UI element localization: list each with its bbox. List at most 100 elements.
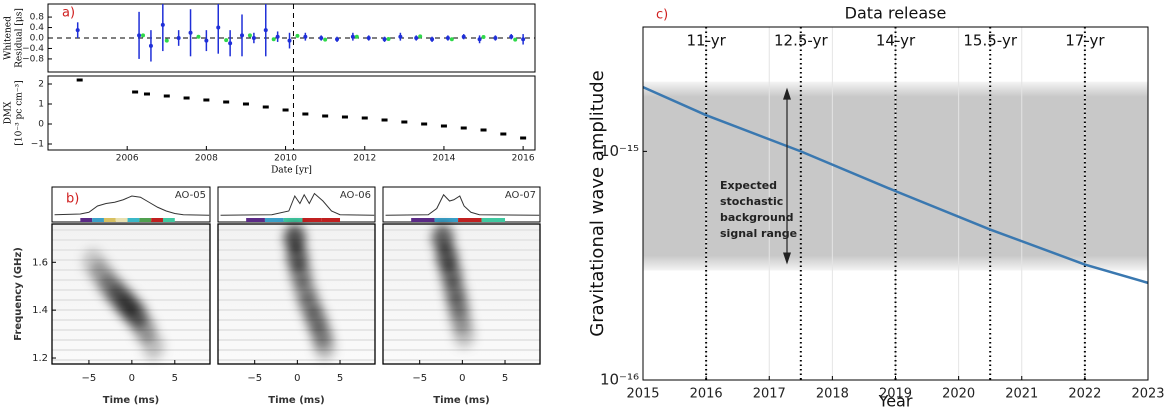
x-tick-label: 2015 <box>626 387 659 402</box>
ridge <box>82 248 165 361</box>
panel-title: AO-06 <box>340 190 371 201</box>
plot-frame <box>217 223 376 365</box>
data-point <box>398 34 403 39</box>
data-point <box>164 38 169 43</box>
data-point <box>216 25 221 30</box>
data-point <box>381 118 388 122</box>
data-point <box>418 34 423 39</box>
y-tick-label: 1.4 <box>32 305 48 316</box>
data-point <box>247 33 252 38</box>
ridge <box>283 224 336 361</box>
data-point <box>163 94 170 98</box>
x-tick-label: 2017 <box>753 387 786 402</box>
profile-line <box>385 193 540 216</box>
data-point <box>322 114 329 118</box>
data-point <box>287 38 292 43</box>
x-tick-label: 2012 <box>353 154 376 164</box>
data-point <box>319 36 324 40</box>
color-band <box>80 218 93 222</box>
release-label: 11-yr <box>686 32 726 50</box>
data-point <box>440 124 447 128</box>
release-label: 15.5-yr <box>963 32 1017 50</box>
annotation: Expected <box>720 179 777 192</box>
data-point <box>480 128 487 132</box>
ridge-blob <box>313 332 336 361</box>
panel-title: AO-05 <box>175 190 206 201</box>
plot-frame <box>382 223 541 365</box>
data-point <box>251 36 256 40</box>
data-point <box>295 33 300 38</box>
x-tick-label: 5 <box>502 373 508 384</box>
data-point <box>445 36 450 40</box>
color-band <box>162 218 175 222</box>
data-point <box>520 136 527 140</box>
plot-frame <box>51 223 211 365</box>
data-point <box>386 37 391 42</box>
amplitude-line <box>642 85 1149 285</box>
data-point <box>449 37 454 42</box>
data-point <box>160 22 165 27</box>
annotation: signal range <box>720 227 797 240</box>
data-point <box>176 36 181 40</box>
data-point <box>282 108 289 112</box>
data-point <box>509 34 514 39</box>
y-axis-label: [10⁻³ pc cm⁻³] <box>15 80 25 145</box>
arrow-head <box>783 252 791 265</box>
plot-frame <box>642 26 1149 381</box>
x-tick-label: −5 <box>82 373 97 384</box>
heatmap <box>218 224 375 364</box>
y-axis-label: Frequency (GHz) <box>13 247 24 341</box>
x-tick-label: 2010 <box>274 154 297 164</box>
data-point <box>204 38 209 43</box>
data-point <box>148 43 153 48</box>
data-point <box>302 112 309 116</box>
release-label: 17-yr <box>1065 32 1105 50</box>
x-tick-label: 2021 <box>1005 387 1038 402</box>
profile-line <box>54 195 210 216</box>
release-label: 12.5-yr <box>774 32 828 50</box>
x-tick-label: 0 <box>294 373 300 384</box>
panel-label: b) <box>66 192 79 207</box>
color-band <box>458 218 482 222</box>
y-tick-label: −0.8 <box>22 54 44 64</box>
data-point <box>421 122 428 126</box>
x-axis-label: Year <box>878 392 913 411</box>
profile-frame <box>382 186 541 223</box>
data-point <box>461 34 466 39</box>
y-tick-label: 0.0 <box>30 34 45 44</box>
x-tick-label: −5 <box>247 373 262 384</box>
data-point <box>500 132 507 136</box>
plot-frame <box>47 75 536 151</box>
color-band <box>321 218 341 222</box>
x-tick-label: 2018 <box>816 387 849 402</box>
panel-title: AO-07 <box>505 190 536 201</box>
data-point <box>323 37 328 42</box>
x-tick-label: 0 <box>459 373 465 384</box>
color-band <box>411 218 435 222</box>
annotation: background <box>720 211 794 224</box>
y-tick-label: −1 <box>31 140 44 150</box>
data-point <box>137 33 142 38</box>
y-tick-label: 10⁻¹⁵ <box>600 142 639 160</box>
heatmap <box>383 224 540 364</box>
data-point <box>303 34 308 39</box>
annotation: stochastic <box>720 195 783 208</box>
data-point <box>477 37 482 42</box>
ridge-blob <box>142 332 165 361</box>
data-point <box>132 90 139 94</box>
data-point <box>203 98 210 102</box>
x-axis-label: Time (ms) <box>268 395 324 406</box>
data-point <box>275 34 280 39</box>
data-point <box>196 34 201 39</box>
color-band <box>246 218 265 222</box>
data-point <box>240 33 245 38</box>
y-axis-label: Gravitational wave amplitude <box>587 70 608 337</box>
color-band <box>103 218 116 222</box>
profile-frame <box>51 186 211 223</box>
data-point <box>354 34 359 39</box>
data-point <box>401 120 408 124</box>
data-point <box>223 100 230 104</box>
y-tick-label: 1 <box>38 100 44 110</box>
color-band <box>283 218 303 222</box>
data-point <box>513 37 518 42</box>
